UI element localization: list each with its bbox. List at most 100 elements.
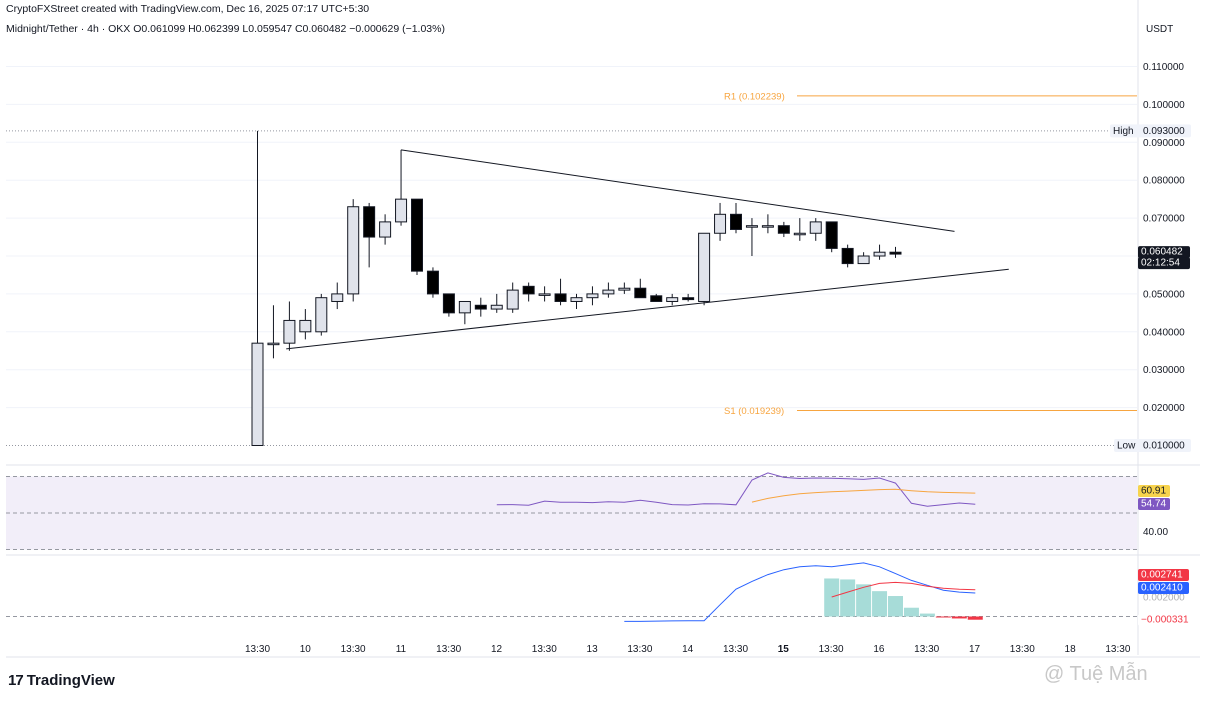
candle-bear bbox=[889, 251, 902, 255]
trendlines[interactable] bbox=[286, 149, 1009, 350]
time-tick: 12 bbox=[491, 644, 503, 655]
price-axis[interactable]: 0.110000 0.100000 0.090000 0.080000 0.070000… bbox=[1137, 0, 1185, 655]
candle-bull bbox=[873, 251, 886, 257]
price-tick: 0.100000 bbox=[1143, 100, 1185, 111]
tradingview-wordmark: TradingView bbox=[26, 672, 115, 689]
candle-bull bbox=[267, 342, 280, 346]
candle-bull bbox=[395, 198, 408, 223]
candle-bull bbox=[602, 289, 615, 295]
macd-tag: 0.002410 bbox=[1141, 583, 1183, 594]
candle-bear bbox=[841, 247, 854, 265]
candle-bull bbox=[586, 293, 599, 299]
macd-hist-bar bbox=[824, 578, 840, 617]
price-tick: 0.070000 bbox=[1143, 214, 1185, 225]
time-tick: 13:30 bbox=[723, 644, 748, 655]
time-tick: 14 bbox=[682, 644, 694, 655]
candle-bull bbox=[698, 232, 711, 302]
high-tag-bg bbox=[1140, 124, 1191, 138]
candle-bull bbox=[379, 221, 392, 238]
candle-bull bbox=[761, 225, 774, 228]
candle-bull bbox=[315, 297, 328, 333]
candle-bull bbox=[793, 232, 806, 236]
candle-bear bbox=[426, 270, 439, 295]
candle-bear bbox=[474, 304, 487, 310]
candle-bear bbox=[825, 221, 838, 249]
high-label-bg bbox=[1110, 124, 1146, 138]
high-tag: 0.093000 bbox=[1143, 126, 1185, 137]
signal-tag-bg bbox=[1138, 569, 1189, 581]
price-tick: 0.030000 bbox=[1143, 365, 1185, 376]
time-tick: 13:30 bbox=[1105, 644, 1130, 655]
last-price-tag: 0.060482 bbox=[1141, 247, 1183, 258]
candle-bull bbox=[809, 221, 822, 234]
macd-hist-bar bbox=[888, 596, 903, 617]
tradingview-mark: 17 bbox=[8, 672, 24, 689]
candle-bull bbox=[299, 319, 312, 333]
signal-line bbox=[831, 581, 976, 598]
hist-tag: −0.000331 bbox=[1141, 615, 1189, 626]
time-axis[interactable]: 13:30 10 13:30 11 13:30 12 13:30 13 13:30 14 13:30… bbox=[6, 644, 1200, 658]
macd-hist-bar bbox=[951, 616, 967, 619]
low-label-bg bbox=[1114, 439, 1144, 452]
time-tick: 13:30 bbox=[436, 644, 461, 655]
level-label: R1 (0.102239) bbox=[724, 91, 785, 102]
level-label: S1 (0.019239) bbox=[724, 406, 784, 417]
price-tick: 0.090000 bbox=[1143, 138, 1185, 149]
price-tick: 0.040000 bbox=[1143, 327, 1185, 338]
rsi-pane[interactable]: 40.00 bbox=[6, 472, 1168, 550]
time-tick: 13:30 bbox=[1010, 644, 1035, 655]
candle-bear bbox=[730, 213, 742, 230]
macd-tag-bg bbox=[1138, 582, 1189, 594]
hist-tag-bg bbox=[1138, 614, 1195, 626]
low-tag-bg bbox=[1140, 439, 1191, 452]
trendline-lower bbox=[286, 268, 1009, 350]
candle-bull bbox=[458, 300, 471, 314]
candle-bull bbox=[666, 297, 679, 302]
macd-pane[interactable]: 0.0040000.002000 bbox=[6, 562, 1185, 622]
price-tick: 0.050000 bbox=[1143, 289, 1185, 300]
symbol-ohlc-line: Midnight/Tether · 4h · OKX O0.061099 H0.… bbox=[6, 23, 445, 35]
low-label: Low bbox=[1117, 441, 1136, 452]
tradingview-logo[interactable]: 17 TradingView bbox=[8, 672, 115, 689]
time-tick: 16 bbox=[873, 644, 885, 655]
time-tick: 13:30 bbox=[819, 644, 844, 655]
candles[interactable] bbox=[251, 130, 902, 447]
currency-label[interactable]: USDT bbox=[1146, 24, 1174, 35]
candle-bull bbox=[331, 293, 344, 302]
candle-bull bbox=[347, 206, 360, 295]
candle-bull bbox=[570, 297, 583, 302]
time-tick: 18 bbox=[1065, 644, 1077, 655]
rsi-ma-tag-bg bbox=[1138, 485, 1170, 497]
countdown-tag-bg bbox=[1138, 257, 1190, 270]
time-tick: 13 bbox=[587, 644, 599, 655]
candle-bull bbox=[506, 289, 519, 310]
time-tick: 13:30 bbox=[245, 644, 270, 655]
time-tick: 11 bbox=[396, 644, 407, 655]
rsi-ma-tag: 60.91 bbox=[1141, 486, 1166, 497]
candle-bear bbox=[634, 287, 647, 299]
last-price-tag-bg bbox=[1138, 246, 1190, 259]
candle-bear bbox=[682, 297, 695, 301]
candle-bull bbox=[490, 304, 503, 310]
macd-hist-bar bbox=[856, 584, 872, 617]
time-tick: 17 bbox=[969, 644, 981, 655]
time-tick: 13:30 bbox=[627, 644, 652, 655]
candle-bear bbox=[554, 293, 567, 302]
countdown-tag: 02:12:54 bbox=[1141, 258, 1180, 269]
high-label: High bbox=[1113, 126, 1134, 137]
macd-hist-bar bbox=[967, 616, 983, 620]
watermark: @ Tuệ Mẫn bbox=[1044, 663, 1148, 685]
time-tick: 10 bbox=[300, 644, 312, 655]
trendline-upper bbox=[400, 149, 955, 232]
macd-line bbox=[624, 562, 976, 622]
candle-bear bbox=[363, 206, 376, 238]
price-tick: 0.020000 bbox=[1143, 403, 1185, 414]
signal-tag: 0.002741 bbox=[1141, 570, 1183, 581]
candle-bear bbox=[442, 293, 455, 314]
time-tick: 13:30 bbox=[341, 644, 366, 655]
candle-bear bbox=[650, 295, 663, 302]
macd-hist-bar bbox=[935, 616, 951, 618]
candle-bull bbox=[745, 225, 758, 228]
